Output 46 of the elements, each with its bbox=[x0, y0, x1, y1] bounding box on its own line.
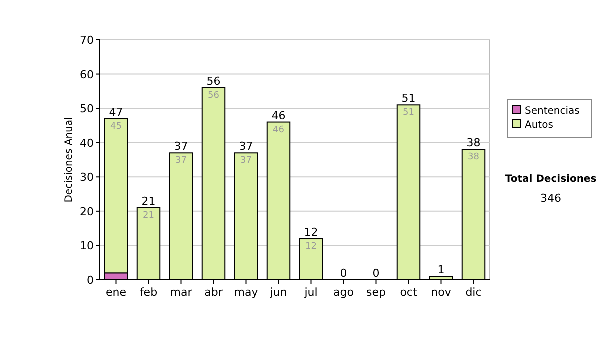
data-label: 45 bbox=[110, 122, 122, 132]
total-label: 37 bbox=[174, 140, 188, 154]
y-tick-label: 20 bbox=[80, 205, 94, 218]
y-tick-label: 40 bbox=[80, 136, 94, 150]
y-tick-label: 60 bbox=[80, 68, 94, 82]
total-label: 56 bbox=[206, 75, 221, 88]
y-tick-label: 50 bbox=[80, 102, 94, 116]
x-tick-label: jul bbox=[304, 286, 318, 299]
total-label: 21 bbox=[142, 195, 156, 208]
x-tick-label: ene bbox=[106, 286, 127, 299]
x-tick-label: ago bbox=[334, 286, 354, 299]
x-tick-label: dic bbox=[466, 286, 482, 299]
y-tick-label: 70 bbox=[80, 34, 94, 47]
total-label: 38 bbox=[466, 136, 481, 150]
x-tick-label: feb bbox=[140, 286, 158, 299]
y-axis-title: Decisiones Anual bbox=[64, 117, 75, 203]
total-label: 1 bbox=[438, 264, 445, 277]
x-tick-label: nov bbox=[431, 286, 452, 299]
x-tick-label: mar bbox=[170, 286, 193, 299]
x-tick-label: jun bbox=[269, 286, 288, 299]
y-tick-label: 10 bbox=[80, 240, 94, 253]
total-label: 37 bbox=[239, 140, 254, 154]
x-tick-label: sep bbox=[366, 286, 386, 299]
total-label: 0 bbox=[372, 267, 380, 280]
total-label: 51 bbox=[402, 92, 416, 106]
total-label: 0 bbox=[340, 267, 348, 280]
data-label: 56 bbox=[208, 91, 220, 101]
x-tick-label: may bbox=[234, 286, 259, 299]
data-label: 12 bbox=[306, 242, 317, 252]
data-label: 37 bbox=[176, 156, 187, 166]
data-label: 37 bbox=[240, 156, 252, 166]
y-tick-label: 30 bbox=[80, 171, 94, 184]
y-tick-label: 0 bbox=[87, 274, 94, 287]
data-label: 51 bbox=[403, 108, 414, 118]
x-tick-label: oct bbox=[400, 286, 418, 299]
total-label: 12 bbox=[304, 226, 318, 239]
x-tick-label: abr bbox=[204, 286, 224, 299]
legend-label: Autos bbox=[525, 120, 554, 131]
data-label: 21 bbox=[143, 211, 154, 221]
text: Total Decisiones bbox=[505, 174, 597, 185]
total-label: 47 bbox=[109, 106, 124, 119]
text: 346 bbox=[540, 192, 562, 205]
total-label: 46 bbox=[272, 109, 286, 122]
data-label: 46 bbox=[273, 125, 285, 136]
legend-label: Sentencias bbox=[525, 106, 580, 117]
data-label: 38 bbox=[468, 152, 480, 163]
